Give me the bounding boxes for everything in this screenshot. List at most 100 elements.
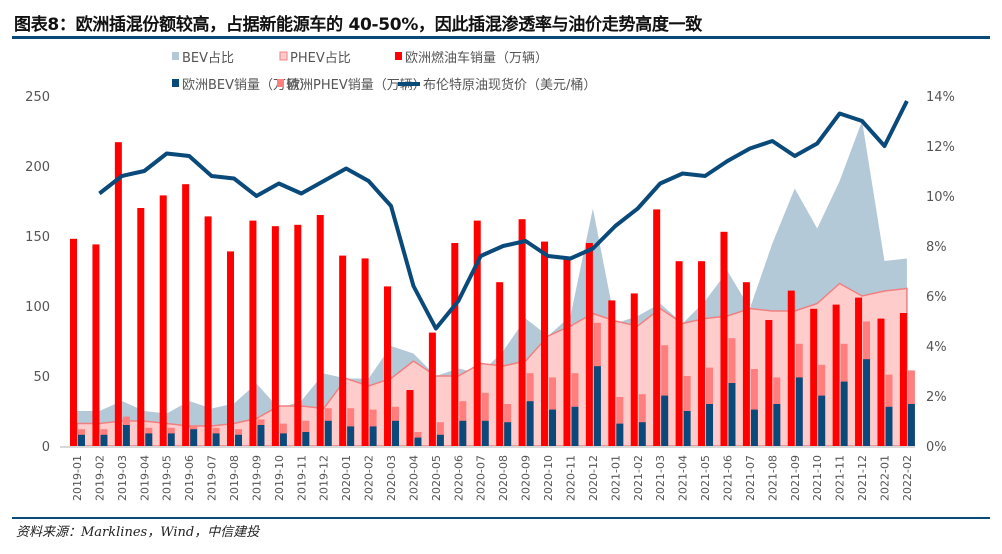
left-axis-tick-label: 150 [25,230,50,245]
x-axis-tick-label: 2020-11 [564,455,577,501]
x-axis-tick-label: 2021-01 [609,455,622,501]
right-axis-tick-label: 12% [926,140,955,155]
x-axis-tick-label: 2021-05 [699,455,712,501]
left-axis-tick-label: 250 [25,90,50,105]
x-axis-tick-label: 2021-07 [744,455,757,501]
ice-sales-bar [563,258,571,446]
phev-sales-bar [481,392,489,446]
legend-phev-sales-label: 欧洲PHEV销量（万辆） [287,78,426,93]
phev-sales-bar [750,369,758,446]
phev-sales-bar [616,397,624,446]
brent-price-line [98,100,909,331]
bev-sales-bar [122,425,130,446]
x-axis-tick-label: 2019-05 [161,455,174,501]
bev-sales-bar [279,433,287,446]
bev-sales-bar [145,433,153,446]
x-axis-tick-label: 2019-12 [318,455,331,501]
ice-sales-bar [855,297,863,446]
ice-sales-bar [787,290,795,446]
x-axis-tick-label: 2021-04 [677,455,690,501]
right-axis-tick-label: 6% [926,290,947,305]
legend-brent-price-label: 布伦特原油现货价（美元/桶） [423,77,596,93]
x-axis-tick-label: 2019-01 [71,455,84,501]
left-axis-tick-label: 0 [42,440,50,455]
bev-sales-bar [100,434,108,446]
legend-bev-share-label: BEV占比 [182,51,234,66]
bev-sales-bar [840,381,848,446]
ice-sales-bar [294,224,302,446]
bev-sales-bar [436,434,444,446]
legend-bev-sales-marker [172,79,179,87]
right-axis-tick-label: 8% [926,240,947,255]
bev-sales-bar [885,406,893,446]
x-axis-tick-label: 2021-11 [834,455,847,501]
ice-sales-bar [832,304,840,446]
x-axis-tick-label: 2020-07 [475,455,488,501]
bev-sales-bar [235,434,243,446]
bev-sales-bar [795,377,803,446]
bev-sales-bar [257,425,265,446]
ice-sales-bar [541,241,549,446]
ice-sales-bar [720,231,728,446]
ice-sales-bar [428,332,436,446]
bev-sales-bar [638,422,646,446]
ice-sales-bar [182,184,190,446]
title-divider [12,36,990,39]
x-axis-tick-label: 2019-09 [250,455,263,501]
bev-sales-bar [706,404,714,446]
x-axis-tick-label: 2019-04 [138,455,151,501]
ice-sales-bar [496,282,504,446]
bev-sales-bar [549,409,557,446]
bev-sales-bar [616,423,624,446]
x-axis-tick-label: 2019-07 [206,455,219,501]
ice-sales-bar [70,238,77,446]
bev-sales-bar [526,401,534,446]
bev-sales-bar [369,426,377,446]
x-axis-tick-label: 2022-02 [901,455,914,501]
x-axis-tick-label: 2020-05 [430,455,443,501]
x-axis-tick-label: 2021-02 [632,455,645,501]
ice-sales-bar [384,286,392,446]
bev-sales-bar [863,359,871,446]
x-axis-tick-label: 2020-09 [520,455,533,501]
ice-sales-bar [451,243,459,446]
ice-sales-bar [92,244,100,446]
bev-sales-bar [907,404,915,446]
x-axis-tick-label: 2020-10 [542,455,555,501]
combo-chart: 0 50 100 150 200 250 0% 2% 4% 6% 8% 10% 12% 14% 2019-0… [25,50,955,501]
ice-sales-bar [473,220,481,446]
bev-sales-bar [459,420,467,446]
bev-sales-bar [302,432,310,446]
x-axis-tick-label: 2021-06 [721,455,734,501]
bev-sales-bar [78,434,85,446]
legend-ice-sales-marker [395,52,402,60]
bev-sales-bar [750,409,758,446]
bev-sales-bar [167,433,175,446]
ice-sales-bar [406,390,414,446]
x-axis-tick-label: 2020-04 [407,455,420,501]
ice-sales-bar [653,209,661,446]
bev-sales-bar [212,433,220,446]
x-axis-tick-label: 2019-10 [273,455,286,501]
ice-sales-bar [339,255,347,446]
x-axis-tick-label: 2020-03 [385,455,398,501]
x-axis-tick-label: 2019-08 [228,455,241,501]
bev-sales-bar [324,420,332,446]
ice-sales-bar [630,293,638,446]
ice-sales-bar [810,308,818,446]
x-axis-tick-label: 2021-12 [856,455,869,501]
ice-sales-bar [361,258,369,446]
bev-sales-bar [392,420,400,446]
bev-sales-bar [593,366,601,446]
x-axis-tick-label: 2020-12 [587,455,600,501]
right-axis-tick-label: 14% [926,90,955,105]
ice-sales-bar [765,320,773,446]
legend-phev-sales-marker [277,79,284,87]
x-axis-tick-label: 2021-09 [789,455,802,501]
phev-sales-bar [436,422,444,446]
legend-phev-share-label: PHEV占比 [290,51,351,66]
ice-sales-bar [249,220,257,446]
ice-sales-bar [114,142,122,446]
right-axis-tick-label: 0% [926,440,947,455]
